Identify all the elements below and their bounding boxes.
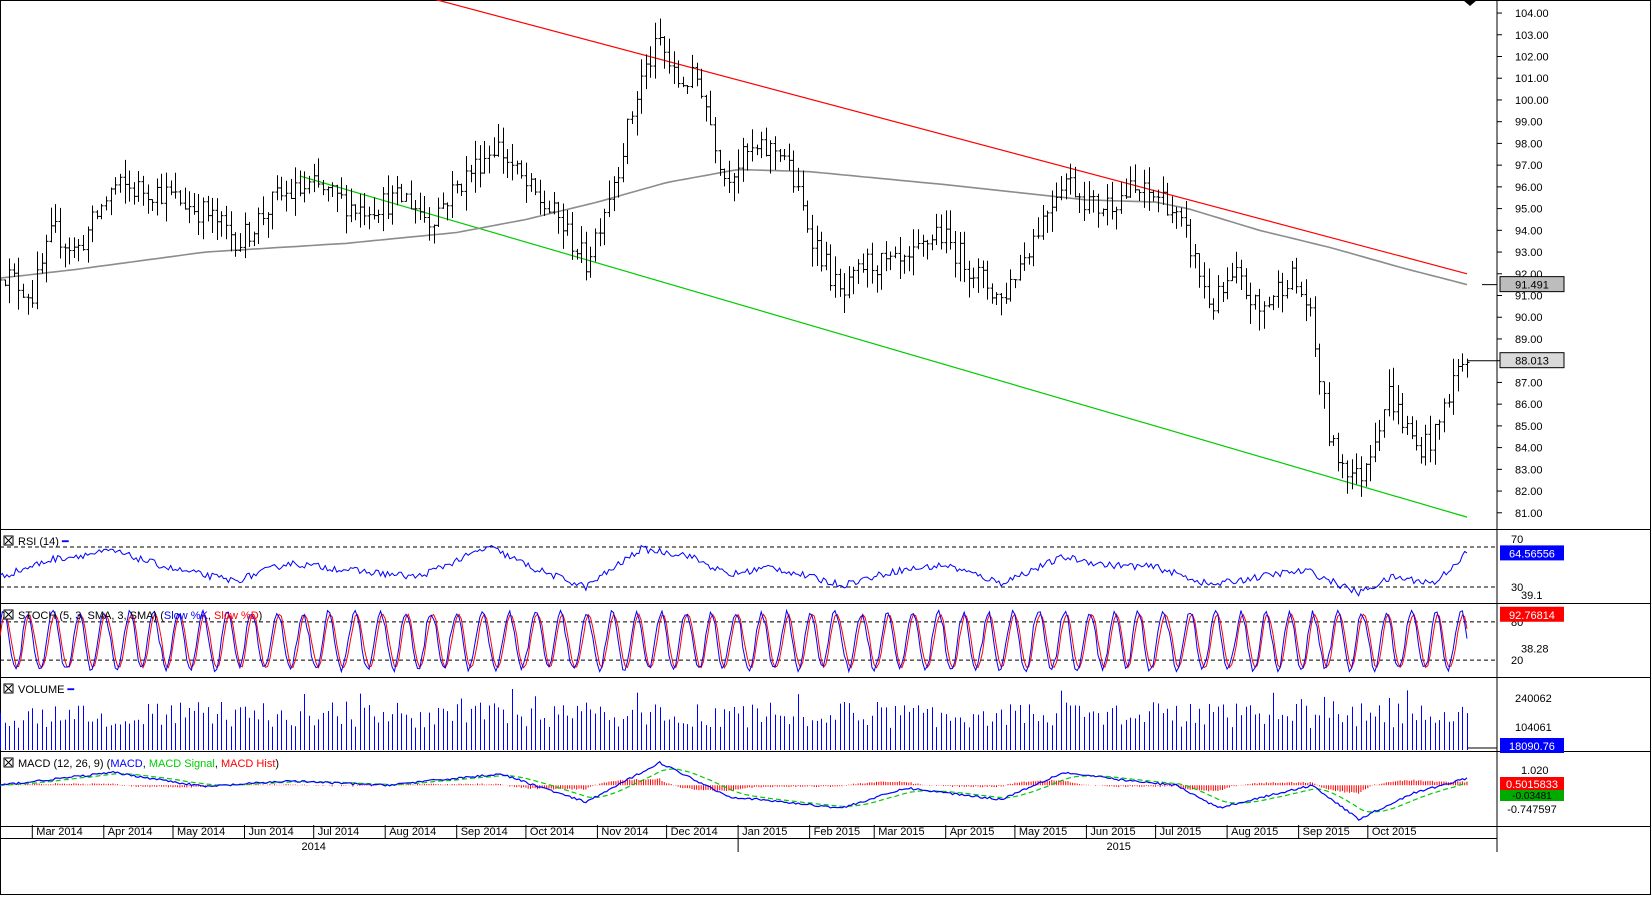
price-tick-label: 84.00 [1515, 443, 1543, 455]
month-label: Oct 2015 [1372, 826, 1417, 838]
volume-value-box [1500, 738, 1564, 753]
macd-signal-line [0, 768, 1468, 813]
price-tick-label: 81.00 [1515, 508, 1543, 520]
volume-bars [0, 689, 1468, 750]
macd-value-box [1500, 777, 1564, 790]
month-label: Jan 2015 [742, 826, 787, 838]
month-label: Apr 2015 [950, 826, 995, 838]
price-tick-label: 99.00 [1515, 117, 1543, 129]
month-label: Nov 2014 [601, 826, 648, 838]
macd-axis-label: 1.020 [1521, 765, 1549, 777]
price-tick-label: 85.00 [1515, 421, 1543, 433]
stoch-value-box [1500, 606, 1564, 622]
month-label: Sep 2015 [1303, 826, 1350, 838]
stoch-value-label: 92.76814 [1509, 610, 1555, 622]
price-tick-label: 82.00 [1515, 486, 1543, 498]
resistance-trendline [434, 0, 1468, 275]
month-label: Oct 2014 [530, 826, 575, 838]
price-bars [0, 18, 1470, 497]
macd-value-label: 0.5015833 [1506, 779, 1558, 791]
price-tick-label: 95.00 [1515, 204, 1543, 216]
month-label: Jul 2014 [318, 826, 360, 838]
month-label: Jun 2015 [1090, 826, 1135, 838]
rsi-level-30-label: 30 [1511, 582, 1523, 594]
macd-signal-value-box [1500, 790, 1564, 801]
rsi-header: RSI (14) ━ [18, 536, 69, 548]
price-tick-label: 102.00 [1515, 51, 1549, 63]
year-label: 2014 [301, 841, 325, 853]
scroll-marker-icon [1463, 0, 1477, 6]
month-label: Dec 2014 [671, 826, 718, 838]
volume-header: VOLUME ━ [18, 684, 75, 696]
month-label: Aug 2015 [1231, 826, 1278, 838]
stoch-close-x-icon [4, 610, 13, 619]
macd-close-x-icon [4, 758, 13, 767]
last-price-label: 88.013 [1515, 356, 1549, 368]
price-tick-label: 90.00 [1515, 312, 1543, 324]
macd-signal-value-label: -0.03481 [1512, 791, 1552, 802]
rsi-level-70-label: 70 [1511, 534, 1523, 546]
ma-value-label-box [1499, 276, 1565, 293]
price-tick-label: 86.00 [1515, 399, 1543, 411]
rsi-axis-label: 39.1 [1521, 590, 1542, 602]
month-label: Aug 2014 [389, 826, 436, 838]
moving-average-line [0, 168, 1468, 286]
price-tick-label: 87.00 [1515, 377, 1543, 389]
year-label: 2015 [1106, 841, 1130, 853]
month-label: Mar 2014 [36, 826, 82, 838]
stoch-k-line [0, 608, 1468, 674]
ma-value-label: 91.491 [1515, 280, 1549, 292]
rsi-close-x-icon [4, 536, 13, 545]
rsi-value-label: 64.56556 [1509, 548, 1555, 560]
price-tick-label: 101.00 [1515, 73, 1549, 85]
price-tick-label: 96.00 [1515, 182, 1543, 194]
stoch-header: STOCH (5, 3, SMA, 3, SMA) (Slow %K, Slow… [18, 610, 262, 622]
stoch-level-20-label: 20 [1511, 655, 1523, 667]
month-label: May 2015 [1019, 826, 1067, 838]
stoch-axis-label: 38.28 [1521, 644, 1549, 656]
month-label: Jul 2015 [1160, 826, 1202, 838]
month-label: Mar 2015 [878, 826, 924, 838]
price-tick-label: 94.00 [1515, 225, 1543, 237]
price-tick-label: 91.00 [1515, 291, 1543, 303]
price-tick-label: 93.00 [1515, 247, 1543, 259]
macd-header: MACD (12, 26, 9) (MACD, MACD Signal, MAC… [18, 758, 279, 770]
volume-value-label: 18090.76 [1509, 741, 1555, 753]
volume-axis-label-high: 240062 [1515, 693, 1552, 705]
price-tick-label: 103.00 [1515, 30, 1549, 42]
price-tick-label: 104.00 [1515, 8, 1549, 20]
month-label: Feb 2015 [814, 826, 860, 838]
month-label: Apr 2014 [108, 826, 153, 838]
macd-hist-value-label: -0.747597 [1507, 804, 1557, 816]
last-price-label-box [1499, 352, 1565, 369]
rsi-line [0, 544, 1468, 597]
month-label: May 2014 [177, 826, 225, 838]
macd-line [0, 760, 1468, 821]
price-tick-label: 98.00 [1515, 138, 1543, 150]
month-label: Sep 2014 [461, 826, 508, 838]
price-tick-label: 100.00 [1515, 95, 1549, 107]
volume-axis-label-low: 104061 [1515, 722, 1552, 734]
support-trendline [299, 175, 1468, 518]
stoch-d-line [0, 613, 1468, 670]
price-tick-label: 97.00 [1515, 160, 1543, 172]
price-tick-label: 89.00 [1515, 334, 1543, 346]
rsi-value-box [1500, 545, 1564, 561]
volume-close-x-icon [4, 684, 13, 693]
month-label: Jun 2014 [249, 826, 294, 838]
price-tick-label: 83.00 [1515, 464, 1543, 476]
